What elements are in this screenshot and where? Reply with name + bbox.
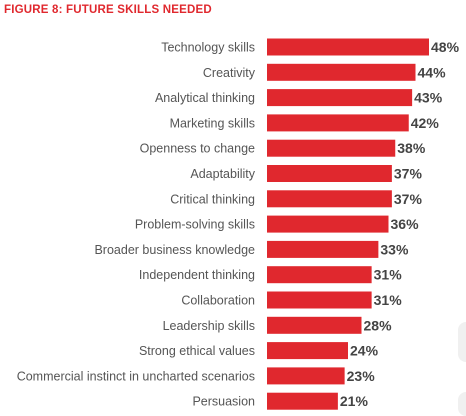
value-label: 37%	[394, 191, 423, 207]
category-label: Analytical thinking	[155, 91, 255, 105]
bar	[267, 63, 416, 81]
value-label: 37%	[394, 166, 423, 182]
category-label: Persuasion	[192, 395, 255, 409]
bar	[267, 114, 409, 132]
category-label: Technology skills	[161, 41, 255, 55]
category-label: Problem-solving skills	[135, 218, 255, 232]
category-label: Independent thinking	[139, 268, 255, 282]
bar	[267, 139, 396, 157]
category-label: Adaptability	[190, 167, 255, 181]
value-label: 28%	[364, 317, 393, 333]
bar	[267, 291, 372, 309]
value-label: 31%	[374, 267, 403, 283]
edge-decoration	[458, 322, 466, 362]
bar	[267, 38, 429, 56]
category-label: Strong ethical values	[139, 344, 255, 358]
value-label: 23%	[347, 368, 376, 384]
value-label: 36%	[391, 216, 420, 232]
bar	[267, 165, 392, 182]
value-label: 33%	[380, 241, 409, 257]
category-label: Creativity	[203, 66, 256, 80]
category-label: Commercial instinct in uncharted scenari…	[17, 369, 255, 383]
value-label: 21%	[340, 393, 369, 409]
bar	[267, 392, 338, 410]
edge-decoration	[458, 392, 466, 416]
category-label: Leadership skills	[163, 319, 255, 333]
bar	[267, 190, 392, 208]
category-label: Broader business knowledge	[94, 243, 255, 257]
bar	[267, 240, 379, 258]
bar	[267, 342, 348, 360]
bar	[267, 367, 345, 385]
chart-title: FIGURE 8: FUTURE SKILLS NEEDED	[4, 4, 212, 16]
bar	[267, 89, 413, 107]
value-label: 43%	[414, 90, 443, 106]
bar	[267, 266, 372, 284]
value-label: 38%	[397, 140, 426, 156]
value-label: 42%	[411, 115, 440, 131]
value-label: 44%	[418, 64, 447, 80]
category-label: Collaboration	[181, 294, 255, 308]
value-label: 31%	[374, 292, 403, 308]
bar	[267, 215, 389, 233]
bar	[267, 316, 362, 334]
value-label: 24%	[350, 343, 379, 359]
value-label: 48%	[431, 39, 460, 55]
category-label: Openness to change	[140, 142, 255, 156]
category-label: Critical thinking	[170, 192, 255, 206]
category-label: Marketing skills	[170, 116, 255, 130]
bars-group: Technology skills 48% Creativity 44% Analyti…	[17, 38, 460, 410]
